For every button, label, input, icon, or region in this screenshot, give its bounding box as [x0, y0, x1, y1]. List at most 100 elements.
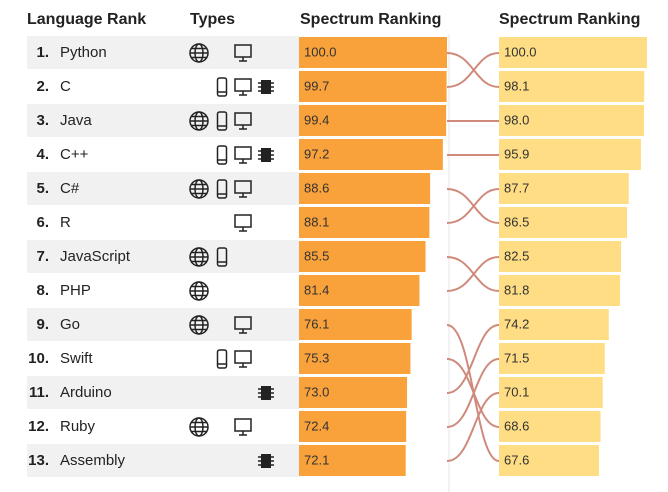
type-icon-desktop	[234, 350, 252, 368]
type-icon-mobile	[216, 247, 228, 267]
type-icon-web	[189, 179, 209, 199]
type-icon-desktop	[234, 214, 252, 232]
previous-label: 68.6	[504, 418, 529, 433]
previous-bar	[499, 207, 628, 238]
icon-part	[261, 454, 271, 468]
score-label: 72.4	[304, 418, 329, 433]
type-icon-web	[189, 417, 209, 437]
row-band	[27, 274, 299, 307]
previous-label: 71.5	[504, 350, 529, 365]
score-label: 73.0	[304, 384, 329, 399]
row-band	[27, 342, 299, 375]
icon-part	[261, 80, 271, 94]
type-icon-mobile	[216, 77, 228, 97]
previous-label: 87.7	[504, 180, 529, 195]
icon-part	[216, 77, 228, 97]
rank-link	[446, 358, 500, 428]
row-band	[27, 444, 299, 477]
score-bar	[299, 173, 431, 204]
previous-label: 98.0	[504, 112, 529, 127]
score-label: 97.2	[304, 146, 329, 161]
icon-part	[216, 349, 228, 369]
previous-bar	[499, 37, 647, 68]
icon-part	[216, 145, 228, 165]
score-bar	[299, 37, 447, 68]
previous-bar	[499, 241, 622, 272]
row-band	[27, 104, 299, 137]
language-name: Go	[60, 316, 80, 333]
icon-part	[261, 386, 271, 400]
row-band	[27, 376, 299, 409]
row-band	[27, 240, 299, 273]
header: Spectrum Ranking	[300, 11, 441, 28]
previous-bar	[499, 343, 605, 374]
icon-part	[216, 111, 228, 131]
rank-number: 8.	[36, 282, 49, 299]
language-name: Ruby	[60, 418, 96, 435]
row-band	[27, 138, 299, 171]
rank-number: 12.	[28, 418, 49, 435]
rank-number: 3.	[36, 112, 49, 129]
previous-label: 81.8	[504, 282, 529, 297]
previous-bar	[499, 173, 629, 204]
rank-number: 13.	[28, 452, 49, 469]
type-icon-desktop	[234, 44, 252, 62]
type-icon-desktop	[234, 146, 252, 164]
score-bar	[299, 139, 443, 170]
type-icon-web	[189, 111, 209, 131]
previous-bar	[499, 105, 645, 136]
score-bar	[299, 377, 408, 408]
row-band	[27, 410, 299, 443]
icon-part	[216, 247, 228, 267]
rank-link	[446, 324, 500, 394]
language-name: C	[60, 78, 71, 95]
language-name: Arduino	[60, 384, 112, 401]
previous-label: 74.2	[504, 316, 529, 331]
previous-label: 82.5	[504, 248, 529, 263]
score-bar	[299, 343, 411, 374]
language-name: Java	[60, 112, 92, 129]
type-icon-web	[189, 43, 209, 63]
type-icon-desktop	[234, 78, 252, 96]
rank-number: 1.	[36, 44, 49, 61]
row-band	[27, 206, 299, 239]
language-name: PHP	[60, 282, 91, 299]
score-label: 100.0	[304, 44, 337, 59]
score-label: 88.6	[304, 180, 329, 195]
score-bar	[299, 241, 426, 272]
rank-number: 5.	[36, 180, 49, 197]
rank-number: 4.	[36, 146, 49, 163]
row-band	[27, 70, 299, 103]
type-icon-mobile	[216, 111, 228, 131]
language-name: C#	[60, 180, 80, 197]
type-icon-embedded	[258, 80, 274, 94]
header: Types	[190, 11, 235, 28]
previous-label: 98.1	[504, 78, 529, 93]
previous-bar	[499, 377, 603, 408]
language-name: Python	[60, 44, 107, 61]
type-icon-mobile	[216, 179, 228, 199]
previous-label: 95.9	[504, 146, 529, 161]
language-name: C++	[60, 146, 89, 163]
previous-bar	[499, 445, 600, 476]
score-bar	[299, 71, 447, 102]
previous-label: 70.1	[504, 384, 529, 399]
rank-number: 10.	[28, 350, 49, 367]
type-icon-embedded	[258, 386, 274, 400]
rank-link	[446, 256, 500, 292]
score-bar	[299, 105, 447, 136]
type-icon-embedded	[258, 148, 274, 162]
type-icon-embedded	[258, 454, 274, 468]
rank-number: 6.	[36, 214, 49, 231]
previous-bar	[499, 411, 601, 442]
type-icon-web	[189, 247, 209, 267]
language-name: Assembly	[60, 452, 126, 469]
score-bar	[299, 275, 420, 306]
rank-number: 9.	[36, 316, 49, 333]
previous-label: 100.0	[504, 44, 537, 59]
language-name: R	[60, 214, 71, 231]
score-label: 72.1	[304, 452, 329, 467]
previous-bar	[499, 139, 641, 170]
rank-number: 11.	[29, 384, 49, 401]
